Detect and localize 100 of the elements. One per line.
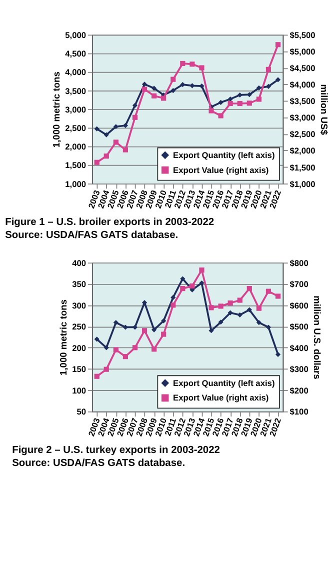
y-tick-label: 1,000 bbox=[65, 178, 86, 189]
point bbox=[152, 346, 157, 352]
point bbox=[237, 92, 242, 98]
point bbox=[170, 302, 176, 308]
y2-tick-label: $500 bbox=[290, 322, 309, 332]
point bbox=[190, 62, 195, 67]
y-tick-label: 1,500 bbox=[65, 160, 86, 170]
legend-label: Export Quantity (left axis) bbox=[173, 150, 275, 160]
point bbox=[122, 147, 128, 152]
legend-label: Export Quantity (left axis) bbox=[173, 378, 275, 388]
y2-tick-label: $4,500 bbox=[290, 63, 316, 74]
point bbox=[256, 85, 262, 90]
point bbox=[161, 96, 166, 101]
point bbox=[161, 332, 166, 337]
y2-tick-label: $4,000 bbox=[290, 80, 316, 90]
y-tick-label: 5,000 bbox=[65, 30, 86, 40]
point bbox=[275, 42, 281, 48]
y-tick-label: 4,500 bbox=[65, 48, 86, 59]
point bbox=[104, 132, 109, 138]
y-tick-label: 250 bbox=[72, 322, 86, 332]
point bbox=[161, 318, 166, 324]
point bbox=[246, 100, 252, 106]
point bbox=[113, 140, 118, 145]
y2-tick-label: $3,500 bbox=[290, 96, 316, 106]
point bbox=[104, 345, 109, 350]
point bbox=[266, 84, 272, 89]
point bbox=[142, 328, 148, 334]
source-note: Source: USDA/FAS GATS database. bbox=[5, 230, 178, 241]
text: Figure 2 – U.S. turkey exports in 2003-2022 bbox=[12, 444, 220, 456]
point bbox=[256, 306, 262, 311]
y-tick-label: 100 bbox=[72, 385, 86, 396]
point bbox=[266, 324, 272, 330]
y-tick-label: 2,000 bbox=[65, 142, 86, 152]
y-tick-label: 350 bbox=[72, 279, 86, 290]
y2-tick-label: $2,500 bbox=[290, 129, 316, 140]
y2-tick-label: $100 bbox=[290, 406, 309, 417]
point bbox=[208, 305, 214, 310]
y-tick-label: 3,500 bbox=[65, 86, 86, 96]
point bbox=[218, 100, 224, 105]
point bbox=[199, 267, 204, 273]
point bbox=[237, 298, 242, 303]
y2-tick-label: $1,500 bbox=[290, 162, 316, 172]
y2-tick-label: $400 bbox=[290, 342, 309, 353]
point bbox=[266, 288, 272, 294]
point bbox=[170, 294, 176, 300]
y2-axis-title: million U.S. dollars bbox=[312, 296, 322, 380]
point bbox=[113, 320, 118, 326]
legend-label: Export Value (right axis) bbox=[173, 164, 269, 175]
point bbox=[170, 76, 176, 82]
point bbox=[237, 100, 242, 106]
point bbox=[94, 336, 100, 342]
y-tick-label: 2,500 bbox=[65, 122, 86, 133]
y-tick-label: 50 bbox=[76, 406, 86, 417]
point bbox=[152, 93, 157, 98]
point bbox=[170, 88, 176, 94]
point bbox=[228, 300, 233, 306]
point bbox=[275, 294, 281, 299]
y2-tick-label: $5,000 bbox=[290, 46, 316, 57]
point bbox=[132, 345, 138, 350]
y-tick-label: 4,000 bbox=[65, 67, 86, 78]
point bbox=[228, 310, 233, 316]
point bbox=[246, 307, 252, 312]
y-tick-label: 300 bbox=[72, 300, 86, 310]
point bbox=[94, 126, 100, 132]
y2-tick-label: $1,000 bbox=[290, 178, 316, 189]
y-axis-title: 1,000 metric tons bbox=[58, 299, 68, 376]
point bbox=[94, 374, 100, 379]
point bbox=[142, 82, 148, 87]
point bbox=[142, 86, 148, 92]
point bbox=[218, 113, 224, 118]
point bbox=[132, 114, 138, 120]
point bbox=[113, 347, 118, 352]
point bbox=[218, 320, 224, 325]
point bbox=[199, 84, 204, 89]
point bbox=[180, 276, 186, 282]
y2-axis-title: million US$ bbox=[318, 84, 329, 136]
point bbox=[246, 286, 252, 292]
point bbox=[228, 100, 233, 106]
point bbox=[190, 283, 195, 289]
y2-tick-label: $200 bbox=[290, 385, 309, 396]
point bbox=[208, 328, 214, 334]
point bbox=[132, 102, 138, 108]
source-note: Source: USDA/FAS GATS database. bbox=[12, 458, 186, 469]
y2-tick-label: $800 bbox=[290, 258, 309, 268]
point bbox=[113, 124, 118, 130]
point bbox=[256, 320, 262, 326]
y2-tick-label: $3,000 bbox=[290, 112, 316, 123]
y-tick-label: 3,000 bbox=[65, 104, 86, 114]
y-tick-label: 150 bbox=[72, 364, 86, 374]
y-axis-title: 1,000 metric tons bbox=[52, 72, 62, 148]
point bbox=[180, 60, 186, 66]
point bbox=[152, 327, 157, 332]
y2-tick-label: $700 bbox=[290, 279, 309, 290]
text: Figure 1 – U.S. broiler exports in 2003-2022 bbox=[5, 216, 214, 228]
y-tick-label: 400 bbox=[72, 258, 86, 268]
point bbox=[104, 154, 109, 159]
point bbox=[199, 65, 204, 70]
point bbox=[152, 86, 157, 91]
y-tick-label: 200 bbox=[72, 342, 86, 353]
point bbox=[256, 96, 262, 102]
